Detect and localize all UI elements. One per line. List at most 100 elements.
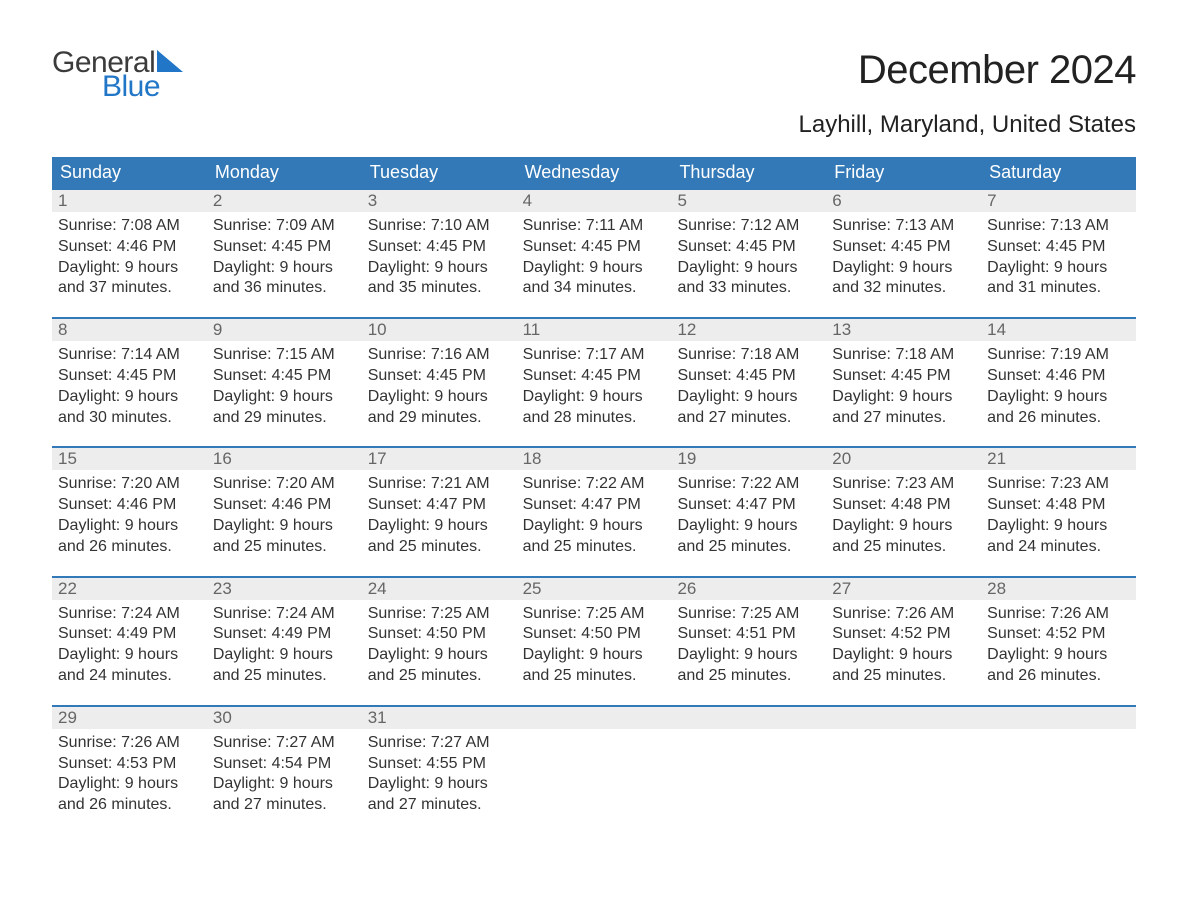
- day-line-sunrise: Sunrise: 7:24 AM: [213, 604, 356, 625]
- day-details: Sunrise: 7:26 AMSunset: 4:52 PMDaylight:…: [826, 600, 981, 691]
- day-line-sunrise: Sunrise: 7:10 AM: [368, 216, 511, 237]
- day-line-sunrise: Sunrise: 7:09 AM: [213, 216, 356, 237]
- day-line-dl2: and 25 minutes.: [832, 537, 975, 558]
- day-line-sunrise: Sunrise: 7:20 AM: [213, 474, 356, 495]
- day-line-dl1: Daylight: 9 hours: [213, 645, 356, 666]
- calendar-day: 6Sunrise: 7:13 AMSunset: 4:45 PMDaylight…: [826, 190, 981, 303]
- day-line-dl1: Daylight: 9 hours: [832, 516, 975, 537]
- day-line-dl1: Daylight: 9 hours: [213, 774, 356, 795]
- day-line-sunrise: Sunrise: 7:25 AM: [523, 604, 666, 625]
- calendar-week: 1Sunrise: 7:08 AMSunset: 4:46 PMDaylight…: [52, 188, 1136, 303]
- day-details: Sunrise: 7:24 AMSunset: 4:49 PMDaylight:…: [52, 600, 207, 691]
- calendar-day: 20Sunrise: 7:23 AMSunset: 4:48 PMDayligh…: [826, 448, 981, 561]
- day-line-sunset: Sunset: 4:47 PM: [368, 495, 511, 516]
- day-line-dl2: and 25 minutes.: [213, 537, 356, 558]
- day-line-sunrise: Sunrise: 7:26 AM: [832, 604, 975, 625]
- day-line-sunrise: Sunrise: 7:22 AM: [523, 474, 666, 495]
- day-number: [671, 707, 826, 729]
- calendar-day: [517, 707, 672, 820]
- day-number: 1: [52, 190, 207, 212]
- day-details: Sunrise: 7:23 AMSunset: 4:48 PMDaylight:…: [981, 470, 1136, 561]
- day-line-dl1: Daylight: 9 hours: [832, 258, 975, 279]
- day-line-sunset: Sunset: 4:46 PM: [58, 237, 201, 258]
- day-details: Sunrise: 7:11 AMSunset: 4:45 PMDaylight:…: [517, 212, 672, 303]
- calendar-day: 22Sunrise: 7:24 AMSunset: 4:49 PMDayligh…: [52, 578, 207, 691]
- day-line-dl1: Daylight: 9 hours: [368, 258, 511, 279]
- day-line-dl1: Daylight: 9 hours: [368, 387, 511, 408]
- day-line-sunrise: Sunrise: 7:15 AM: [213, 345, 356, 366]
- calendar-day: 27Sunrise: 7:26 AMSunset: 4:52 PMDayligh…: [826, 578, 981, 691]
- day-details: Sunrise: 7:18 AMSunset: 4:45 PMDaylight:…: [671, 341, 826, 432]
- day-line-dl1: Daylight: 9 hours: [368, 645, 511, 666]
- day-line-dl2: and 26 minutes.: [987, 666, 1130, 687]
- day-number: 6: [826, 190, 981, 212]
- day-line-dl1: Daylight: 9 hours: [58, 516, 201, 537]
- day-line-dl2: and 34 minutes.: [523, 278, 666, 299]
- calendar-day: 18Sunrise: 7:22 AMSunset: 4:47 PMDayligh…: [517, 448, 672, 561]
- day-line-sunrise: Sunrise: 7:16 AM: [368, 345, 511, 366]
- day-line-sunrise: Sunrise: 7:18 AM: [677, 345, 820, 366]
- dow-cell: Tuesday: [362, 157, 517, 188]
- day-line-dl2: and 29 minutes.: [368, 408, 511, 429]
- calendar-day: 28Sunrise: 7:26 AMSunset: 4:52 PMDayligh…: [981, 578, 1136, 691]
- day-line-sunrise: Sunrise: 7:27 AM: [213, 733, 356, 754]
- calendar-day: 29Sunrise: 7:26 AMSunset: 4:53 PMDayligh…: [52, 707, 207, 820]
- calendar-day: 23Sunrise: 7:24 AMSunset: 4:49 PMDayligh…: [207, 578, 362, 691]
- day-details: Sunrise: 7:21 AMSunset: 4:47 PMDaylight:…: [362, 470, 517, 561]
- day-line-sunrise: Sunrise: 7:12 AM: [677, 216, 820, 237]
- day-line-dl2: and 27 minutes.: [368, 795, 511, 816]
- day-line-dl1: Daylight: 9 hours: [987, 387, 1130, 408]
- day-line-dl2: and 26 minutes.: [58, 795, 201, 816]
- day-line-dl1: Daylight: 9 hours: [832, 387, 975, 408]
- day-line-dl1: Daylight: 9 hours: [58, 258, 201, 279]
- day-details: Sunrise: 7:20 AMSunset: 4:46 PMDaylight:…: [207, 470, 362, 561]
- day-line-sunset: Sunset: 4:45 PM: [832, 366, 975, 387]
- day-details: Sunrise: 7:16 AMSunset: 4:45 PMDaylight:…: [362, 341, 517, 432]
- day-line-sunrise: Sunrise: 7:17 AM: [523, 345, 666, 366]
- day-number: 28: [981, 578, 1136, 600]
- day-line-sunset: Sunset: 4:46 PM: [58, 495, 201, 516]
- day-line-sunset: Sunset: 4:46 PM: [987, 366, 1130, 387]
- day-line-sunset: Sunset: 4:47 PM: [523, 495, 666, 516]
- day-line-dl1: Daylight: 9 hours: [523, 516, 666, 537]
- day-line-sunset: Sunset: 4:45 PM: [677, 366, 820, 387]
- calendar-day: 15Sunrise: 7:20 AMSunset: 4:46 PMDayligh…: [52, 448, 207, 561]
- calendar-day: 10Sunrise: 7:16 AMSunset: 4:45 PMDayligh…: [362, 319, 517, 432]
- day-line-sunrise: Sunrise: 7:23 AM: [832, 474, 975, 495]
- calendar-day: 8Sunrise: 7:14 AMSunset: 4:45 PMDaylight…: [52, 319, 207, 432]
- day-line-sunset: Sunset: 4:55 PM: [368, 754, 511, 775]
- calendar-day: 4Sunrise: 7:11 AMSunset: 4:45 PMDaylight…: [517, 190, 672, 303]
- day-line-sunset: Sunset: 4:45 PM: [523, 237, 666, 258]
- day-line-dl1: Daylight: 9 hours: [677, 516, 820, 537]
- day-number: 21: [981, 448, 1136, 470]
- day-line-dl2: and 25 minutes.: [213, 666, 356, 687]
- calendar-day: 17Sunrise: 7:21 AMSunset: 4:47 PMDayligh…: [362, 448, 517, 561]
- day-number: 31: [362, 707, 517, 729]
- day-line-sunset: Sunset: 4:49 PM: [58, 624, 201, 645]
- day-line-dl1: Daylight: 9 hours: [523, 387, 666, 408]
- calendar-day: 19Sunrise: 7:22 AMSunset: 4:47 PMDayligh…: [671, 448, 826, 561]
- day-number: 26: [671, 578, 826, 600]
- day-line-dl1: Daylight: 9 hours: [368, 774, 511, 795]
- day-line-sunset: Sunset: 4:45 PM: [523, 366, 666, 387]
- day-details: Sunrise: 7:09 AMSunset: 4:45 PMDaylight:…: [207, 212, 362, 303]
- calendar-day: 14Sunrise: 7:19 AMSunset: 4:46 PMDayligh…: [981, 319, 1136, 432]
- day-details: Sunrise: 7:25 AMSunset: 4:50 PMDaylight:…: [517, 600, 672, 691]
- day-line-sunset: Sunset: 4:48 PM: [987, 495, 1130, 516]
- day-line-sunset: Sunset: 4:45 PM: [677, 237, 820, 258]
- day-line-sunset: Sunset: 4:46 PM: [213, 495, 356, 516]
- day-line-sunrise: Sunrise: 7:24 AM: [58, 604, 201, 625]
- calendar-week: 15Sunrise: 7:20 AMSunset: 4:46 PMDayligh…: [52, 446, 1136, 561]
- day-details: Sunrise: 7:19 AMSunset: 4:46 PMDaylight:…: [981, 341, 1136, 432]
- calendar-week: 29Sunrise: 7:26 AMSunset: 4:53 PMDayligh…: [52, 705, 1136, 820]
- day-line-dl2: and 32 minutes.: [832, 278, 975, 299]
- day-number: 11: [517, 319, 672, 341]
- day-line-sunrise: Sunrise: 7:25 AM: [677, 604, 820, 625]
- calendar-day: 3Sunrise: 7:10 AMSunset: 4:45 PMDaylight…: [362, 190, 517, 303]
- day-line-sunset: Sunset: 4:51 PM: [677, 624, 820, 645]
- day-number: 16: [207, 448, 362, 470]
- calendar-day: 5Sunrise: 7:12 AMSunset: 4:45 PMDaylight…: [671, 190, 826, 303]
- day-line-dl1: Daylight: 9 hours: [987, 258, 1130, 279]
- day-line-sunrise: Sunrise: 7:08 AM: [58, 216, 201, 237]
- day-line-sunrise: Sunrise: 7:25 AM: [368, 604, 511, 625]
